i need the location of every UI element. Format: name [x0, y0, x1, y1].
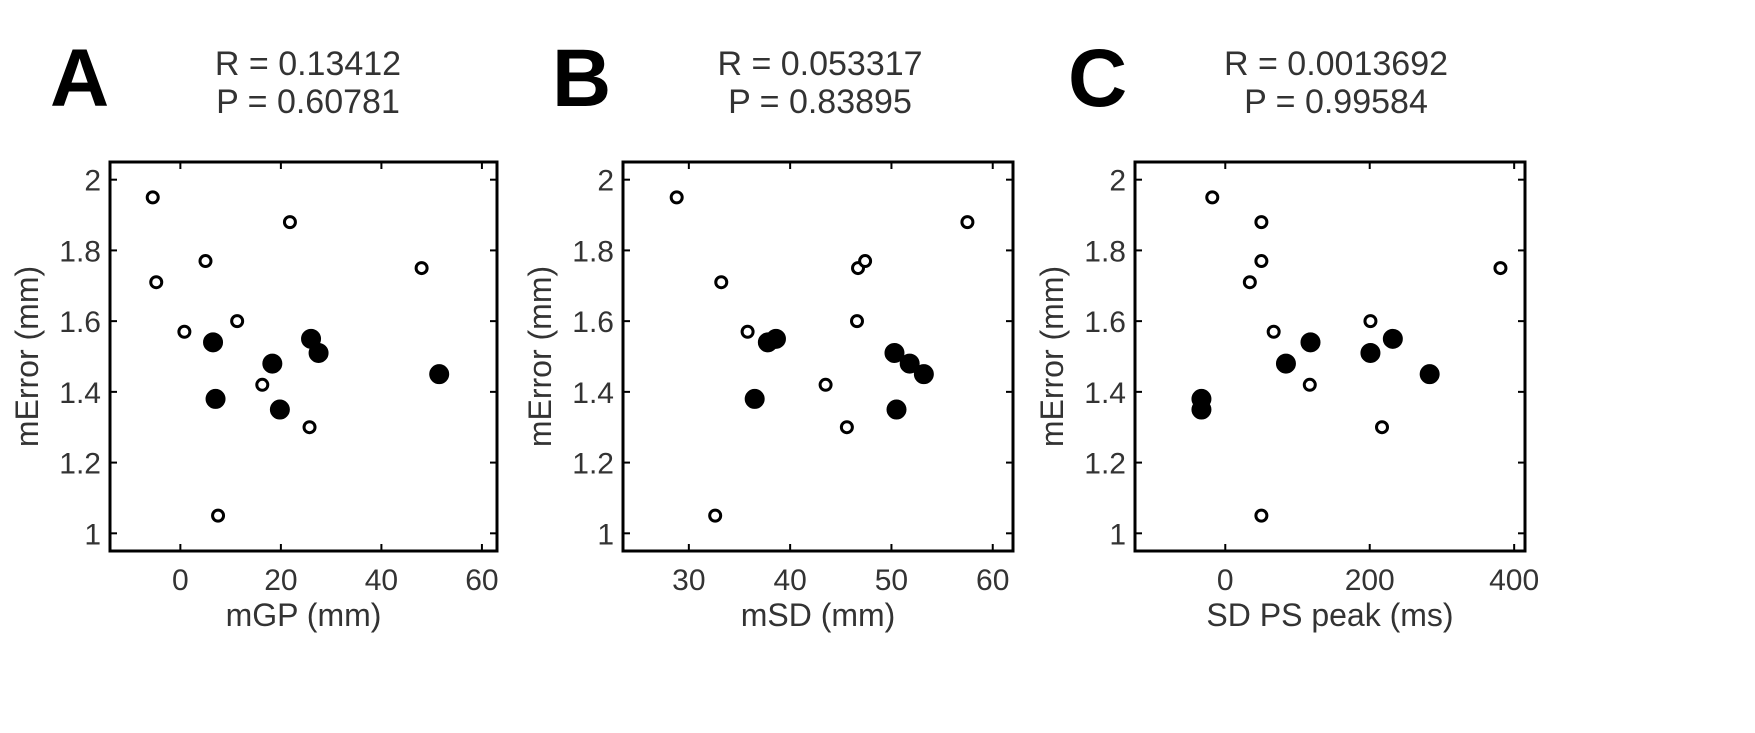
panel-letter: B: [552, 33, 611, 124]
y-tick-label: 1.2: [1084, 448, 1126, 481]
open-data-point: [1302, 377, 1317, 392]
open-data-point: [255, 377, 270, 392]
plot-frame: [1133, 160, 1527, 553]
p-value-label: P = 0.60781: [216, 83, 400, 121]
filled-data-point: [899, 353, 920, 374]
filled-data-point: [1419, 364, 1440, 385]
x-tick-label: 50: [875, 564, 908, 597]
open-data-point: [839, 420, 854, 435]
open-data-point: [145, 190, 160, 205]
open-data-point: [211, 508, 226, 523]
y-tick-label: 1.4: [1084, 377, 1126, 410]
filled-data-point: [429, 364, 450, 385]
filled-data-point: [1275, 353, 1296, 374]
y-tick-label: 1.6: [1084, 306, 1126, 339]
open-data-point: [230, 314, 245, 329]
p-value-label: P = 0.83895: [728, 83, 912, 121]
p-value-label: P = 0.99584: [1244, 83, 1428, 121]
y-tick-label: 1.2: [572, 448, 614, 481]
y-tick-label: 2: [1109, 165, 1126, 198]
open-data-point: [1254, 254, 1269, 269]
open-data-point: [282, 215, 297, 230]
x-axis-label: mSD (mm): [741, 597, 896, 633]
x-tick-label: 30: [672, 564, 705, 597]
filled-data-point: [1300, 332, 1321, 353]
x-tick-label: 20: [264, 564, 297, 597]
open-data-point: [858, 254, 873, 269]
y-tick-label: 1.8: [572, 235, 614, 268]
filled-data-point: [269, 399, 290, 420]
filled-data-point: [1382, 328, 1403, 349]
y-tick-label: 1.2: [59, 448, 101, 481]
open-data-point: [414, 261, 429, 276]
filled-data-point: [886, 399, 907, 420]
x-tick-label: 0: [172, 564, 189, 597]
open-data-point: [302, 420, 317, 435]
y-tick-label: 1: [597, 518, 614, 551]
open-data-point: [1254, 215, 1269, 230]
x-tick-label: 40: [365, 564, 398, 597]
panel-letter: C: [1068, 33, 1127, 124]
open-data-point: [708, 508, 723, 523]
open-data-point: [960, 215, 975, 230]
x-tick-label: 40: [773, 564, 806, 597]
open-data-point: [1363, 314, 1378, 329]
y-tick-label: 1.4: [59, 377, 101, 410]
filled-data-point: [765, 328, 786, 349]
filled-data-point: [203, 332, 224, 353]
open-data-point: [740, 324, 755, 339]
open-data-point: [818, 377, 833, 392]
y-tick-label: 1.6: [572, 306, 614, 339]
x-tick-label: 0: [1217, 564, 1234, 597]
y-tick-label: 1: [84, 518, 101, 551]
r-value-label: R = 0.0013692: [1224, 45, 1448, 83]
filled-data-point: [1360, 342, 1381, 363]
open-data-point: [1493, 261, 1508, 276]
x-tick-label: 60: [465, 564, 498, 597]
open-data-point: [1254, 508, 1269, 523]
r-value-label: R = 0.13412: [215, 45, 401, 83]
plot-frame: [621, 160, 1015, 553]
y-axis-label: mError (mm): [1034, 266, 1070, 447]
filled-data-point: [308, 342, 329, 363]
y-axis-label: mError (mm): [522, 266, 558, 447]
x-tick-label: 400: [1489, 564, 1539, 597]
y-tick-label: 2: [597, 165, 614, 198]
y-tick-label: 1: [1109, 518, 1126, 551]
open-data-point: [714, 275, 729, 290]
filled-data-point: [913, 364, 934, 385]
filled-data-point: [744, 388, 765, 409]
y-tick-label: 1.4: [572, 377, 614, 410]
open-data-point: [198, 254, 213, 269]
y-axis-label: mError (mm): [9, 266, 45, 447]
open-data-point: [850, 314, 864, 329]
x-axis-label: SD PS peak (ms): [1206, 597, 1453, 633]
open-data-point: [177, 324, 192, 339]
x-tick-label: 200: [1345, 564, 1395, 597]
filled-data-point: [884, 342, 905, 363]
y-tick-label: 1.6: [59, 306, 101, 339]
filled-data-point: [1191, 399, 1212, 420]
filled-data-point: [262, 353, 283, 374]
open-data-point: [1266, 324, 1281, 339]
r-value-label: R = 0.053317: [717, 45, 922, 83]
plot-frame: [108, 160, 499, 553]
panel-letter: A: [50, 33, 109, 124]
x-axis-label: mGP (mm): [226, 597, 382, 633]
open-data-point: [1375, 420, 1389, 435]
y-tick-label: 1.8: [59, 235, 101, 268]
filled-data-point: [205, 388, 226, 409]
open-data-point: [1205, 190, 1220, 205]
y-tick-label: 2: [84, 165, 101, 198]
x-tick-label: 60: [976, 564, 1009, 597]
open-data-point: [669, 190, 684, 205]
open-data-point: [1242, 275, 1257, 290]
open-data-point: [149, 275, 164, 290]
y-tick-label: 1.8: [1084, 235, 1126, 268]
